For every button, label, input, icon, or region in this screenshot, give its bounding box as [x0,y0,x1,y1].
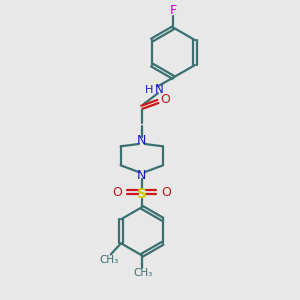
Text: CH₃: CH₃ [99,255,118,265]
Text: H: H [145,85,153,95]
Text: CH₃: CH₃ [134,268,153,278]
Text: O: O [161,185,171,199]
Text: O: O [112,185,122,199]
Text: O: O [160,93,170,106]
Text: S: S [137,187,147,201]
Text: N: N [137,134,146,147]
Text: N: N [155,83,164,96]
Text: N: N [137,169,146,182]
Text: F: F [170,4,177,17]
